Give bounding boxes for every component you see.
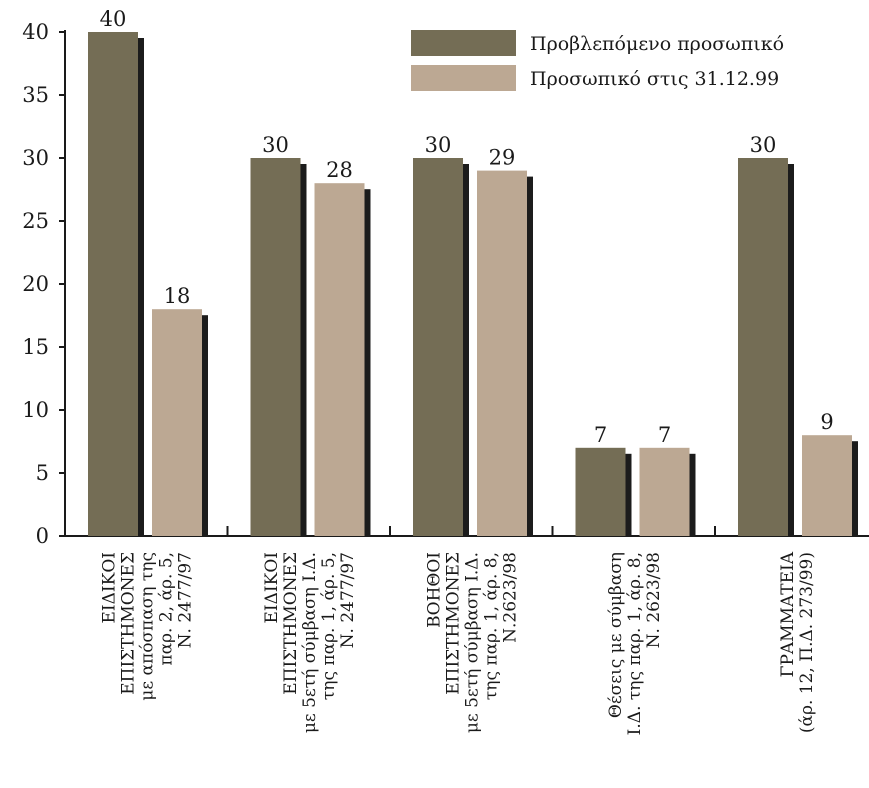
bar-value-label: 29 xyxy=(489,146,516,170)
bar-value-label: 7 xyxy=(594,423,607,447)
y-axis: 0 5 10 15 20 25 30 35 40 xyxy=(22,20,66,548)
category-label-line: με 5ετή σύμβαση Ι.Δ. xyxy=(300,552,320,733)
category-label-line: ΕΠΙΣΤΗΜΟΝΕΣ xyxy=(118,552,138,695)
y-tick-label: 15 xyxy=(22,335,49,359)
category-label-line: Ν. 2477/97 xyxy=(175,552,195,648)
legend: Προβλεπόμενο προσωπικό Προσωπικό στις 31.… xyxy=(411,30,784,91)
bar-value-label: 40 xyxy=(100,7,127,31)
category-label-line: Ι.Δ. της παρ. 1, άρ. 8, xyxy=(625,552,645,735)
y-tick-label: 40 xyxy=(22,20,49,44)
y-tick-label: 5 xyxy=(36,461,49,485)
category-label-line: Ν. 2477/97 xyxy=(338,552,358,648)
category-labels-group: ΕΙΔΙΚΟΙ ΕΠΙΣΤΗΜΟΝΕΣ με απόσπαση της παρ. 2,… xyxy=(99,551,817,735)
y-tick-label: 35 xyxy=(22,83,49,107)
y-tick-label: 30 xyxy=(22,146,49,170)
category-label-line: Θέσεις με σύμβαση xyxy=(606,552,626,718)
bar-planned xyxy=(88,32,138,536)
bar-value-label: 30 xyxy=(425,133,452,157)
bar-planned xyxy=(575,447,626,536)
category-label-line: ΕΠΙΣΤΗΜΟΝΕΣ xyxy=(443,552,463,695)
legend-swatch xyxy=(411,65,516,91)
data-labels-group: 40 18 30 28 30 29 7 7 30 9 xyxy=(100,7,834,447)
bar-value-label: 7 xyxy=(658,423,671,447)
category-label-line: ΒΟΗΘΟΙ xyxy=(424,552,444,628)
y-tick-label: 10 xyxy=(22,398,49,422)
legend-label: Προσωπικό στις 31.12.99 xyxy=(530,68,779,90)
y-tick-label: 25 xyxy=(22,209,49,233)
bars-group xyxy=(88,32,858,536)
bar-value-label: 30 xyxy=(750,133,777,157)
category-label-line: παρ. 2, άρ. 5, xyxy=(156,552,176,666)
category-label: ΕΙΔΙΚΟΙ ΕΠΙΣΤΗΜΟΝΕΣ με απόσπαση της παρ. 2,… xyxy=(99,552,195,701)
bar-value-label: 18 xyxy=(164,284,191,308)
category-label-line: με 5ετή σύμβαση Ι.Δ. xyxy=(462,552,482,733)
bar-value-label: 9 xyxy=(820,410,833,434)
bar-value-label: 30 xyxy=(262,133,289,157)
category-label-line: με απόσπαση της xyxy=(137,552,157,701)
legend-swatch xyxy=(411,30,516,56)
category-label: ΓΡΑΜΜΑΤΕΙΑ (άρ. 12, Π.Δ. 273/99) xyxy=(778,551,817,733)
bar-actual xyxy=(477,170,527,536)
category-label-line: ΓΡΑΜΜΑΤΕΙΑ xyxy=(778,551,798,677)
bar-actual xyxy=(802,435,852,536)
category-label-line: της παρ. 1, άρ. 8, xyxy=(481,552,501,700)
category-label-line: (άρ. 12, Π.Δ. 273/99) xyxy=(797,552,817,733)
bar-actual xyxy=(152,309,202,536)
category-label-line: ΕΠΙΣΤΗΜΟΝΕΣ xyxy=(281,552,301,695)
category-label-line: Ν.2623/98 xyxy=(500,552,520,643)
y-tick-label: 0 xyxy=(36,524,49,548)
bar-value-label: 28 xyxy=(326,158,353,182)
category-label-line: Ν. 2623/98 xyxy=(644,552,664,648)
bar-planned xyxy=(250,158,301,536)
bar-planned xyxy=(738,158,788,536)
category-label-line: της παρ. 1, άρ. 5, xyxy=(319,552,339,700)
category-label-line: ΕΙΔΙΚΟΙ xyxy=(262,552,282,623)
category-label: ΕΙΔΙΚΟΙ ΕΠΙΣΤΗΜΟΝΕΣ με 5ετή σύμβαση Ι.Δ. τη… xyxy=(262,552,358,733)
bar-actual xyxy=(314,183,365,536)
y-tick-label: 20 xyxy=(22,272,49,296)
category-label: ΒΟΗΘΟΙ ΕΠΙΣΤΗΜΟΝΕΣ με 5ετή σύμβαση Ι.Δ. της… xyxy=(424,552,520,733)
bar-planned xyxy=(413,158,463,536)
category-label: Θέσεις με σύμβαση Ι.Δ. της παρ. 1, άρ. 8,… xyxy=(606,552,664,735)
bar-actual xyxy=(639,447,690,536)
category-label-line: ΕΙΔΙΚΟΙ xyxy=(99,552,119,623)
legend-label: Προβλεπόμενο προσωπικό xyxy=(530,33,784,55)
